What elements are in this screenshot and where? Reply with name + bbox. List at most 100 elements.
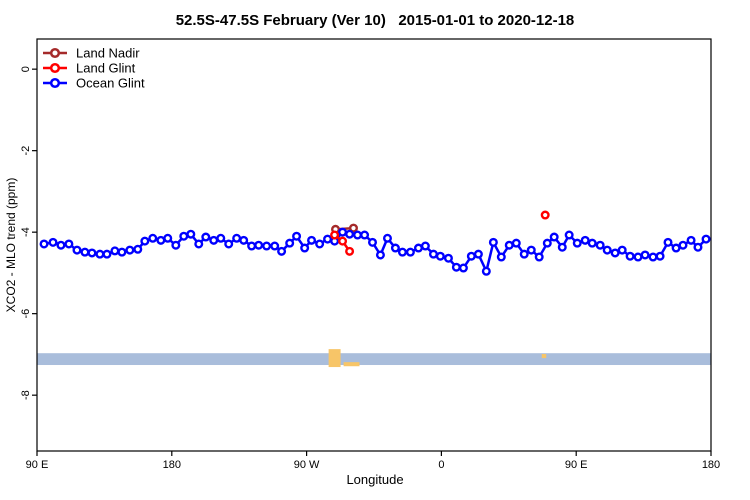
- legend-circle-marker: [49, 77, 61, 89]
- data-point: [580, 235, 590, 245]
- data-point: [330, 230, 340, 240]
- data-point: [48, 237, 58, 247]
- data-point: [481, 266, 491, 276]
- data-point: [375, 250, 385, 260]
- data-point: [163, 233, 173, 243]
- reference-band: [37, 353, 711, 366]
- data-point: [693, 242, 703, 252]
- data-point: [368, 237, 378, 247]
- data-point: [511, 238, 521, 248]
- y-tick-label: -2: [20, 146, 32, 156]
- data-point: [617, 245, 627, 255]
- data-point: [686, 235, 696, 245]
- data-point: [140, 236, 150, 246]
- data-point: [428, 249, 438, 259]
- series-land-glint: [330, 210, 550, 256]
- data-point: [504, 240, 514, 250]
- data-point: [239, 235, 249, 245]
- data-point: [466, 251, 476, 261]
- data-point: [671, 243, 681, 253]
- data-point: [458, 263, 468, 273]
- data-point: [451, 262, 461, 272]
- data-point: [39, 239, 49, 249]
- data-point: [526, 245, 536, 255]
- y-tick-label: -6: [20, 309, 32, 319]
- legend-label: Ocean Glint: [76, 76, 145, 91]
- data-point: [292, 231, 302, 241]
- data-point: [87, 248, 97, 258]
- data-point: [270, 241, 280, 251]
- data-point: [602, 245, 612, 255]
- data-point: [262, 241, 272, 251]
- data-point: [117, 247, 127, 257]
- data-point: [473, 249, 483, 259]
- data-point: [209, 235, 219, 245]
- data-point: [285, 238, 295, 248]
- data-point: [125, 245, 135, 255]
- y-tick-label: -8: [20, 390, 32, 400]
- data-point: [148, 233, 158, 243]
- data-point: [610, 248, 620, 258]
- x-axis-label: Longitude: [346, 472, 404, 487]
- data-point: [224, 239, 234, 249]
- data-point: [353, 230, 363, 240]
- data-point: [56, 240, 66, 250]
- data-point: [540, 210, 550, 220]
- data-point: [488, 237, 498, 247]
- data-point: [648, 252, 658, 262]
- x-tick-label: 180: [163, 459, 181, 471]
- data-point: [360, 230, 370, 240]
- data-point: [405, 247, 415, 257]
- data-point: [216, 233, 226, 243]
- data-point: [110, 246, 120, 256]
- data-point: [64, 239, 74, 249]
- highlight-mark: [343, 362, 360, 367]
- plot-box: [36, 38, 712, 452]
- data-point: [564, 230, 574, 240]
- data-point: [557, 242, 567, 252]
- data-point: [663, 237, 673, 247]
- chart-title: 52.5S-47.5S February (Ver 10) 2015-01-01…: [175, 12, 575, 29]
- legend-item-ocean-glint: Ocean Glint: [43, 76, 145, 91]
- data-point: [80, 247, 90, 257]
- legend-item-land-nadir: Land Nadir: [43, 46, 140, 61]
- data-point: [247, 241, 257, 251]
- data-point: [300, 243, 310, 253]
- data-point: [655, 251, 665, 261]
- x-tick-label: 90 E: [26, 459, 49, 471]
- data-point: [72, 245, 82, 255]
- data-point: [156, 235, 166, 245]
- data-point: [348, 223, 358, 233]
- data-point: [397, 247, 407, 257]
- data-point: [133, 244, 143, 254]
- legend-circle-marker: [49, 62, 61, 74]
- data-point: [587, 238, 597, 248]
- data-point: [595, 240, 605, 250]
- y-tick-label: 0: [20, 66, 32, 72]
- data-point: [443, 253, 453, 263]
- data-point: [640, 250, 650, 260]
- data-point: [678, 240, 688, 250]
- data-point: [201, 232, 211, 242]
- x-tick-label: 90 E: [565, 459, 588, 471]
- data-point: [338, 227, 348, 237]
- data-point: [179, 231, 189, 241]
- data-point: [323, 234, 333, 244]
- legend-circle-marker: [49, 47, 61, 59]
- x-tick-label: 180: [702, 459, 720, 471]
- data-point: [496, 252, 506, 262]
- data-point: [194, 239, 204, 249]
- data-point: [625, 251, 635, 261]
- data-point: [549, 232, 559, 242]
- data-point: [345, 229, 355, 239]
- legend-item-land-glint: Land Glint: [43, 61, 136, 76]
- data-point: [345, 246, 355, 256]
- data-point: [95, 249, 105, 259]
- data-point: [102, 249, 112, 259]
- data-point: [171, 240, 181, 250]
- legend-label: Land Nadir: [76, 46, 140, 61]
- data-point: [186, 229, 196, 239]
